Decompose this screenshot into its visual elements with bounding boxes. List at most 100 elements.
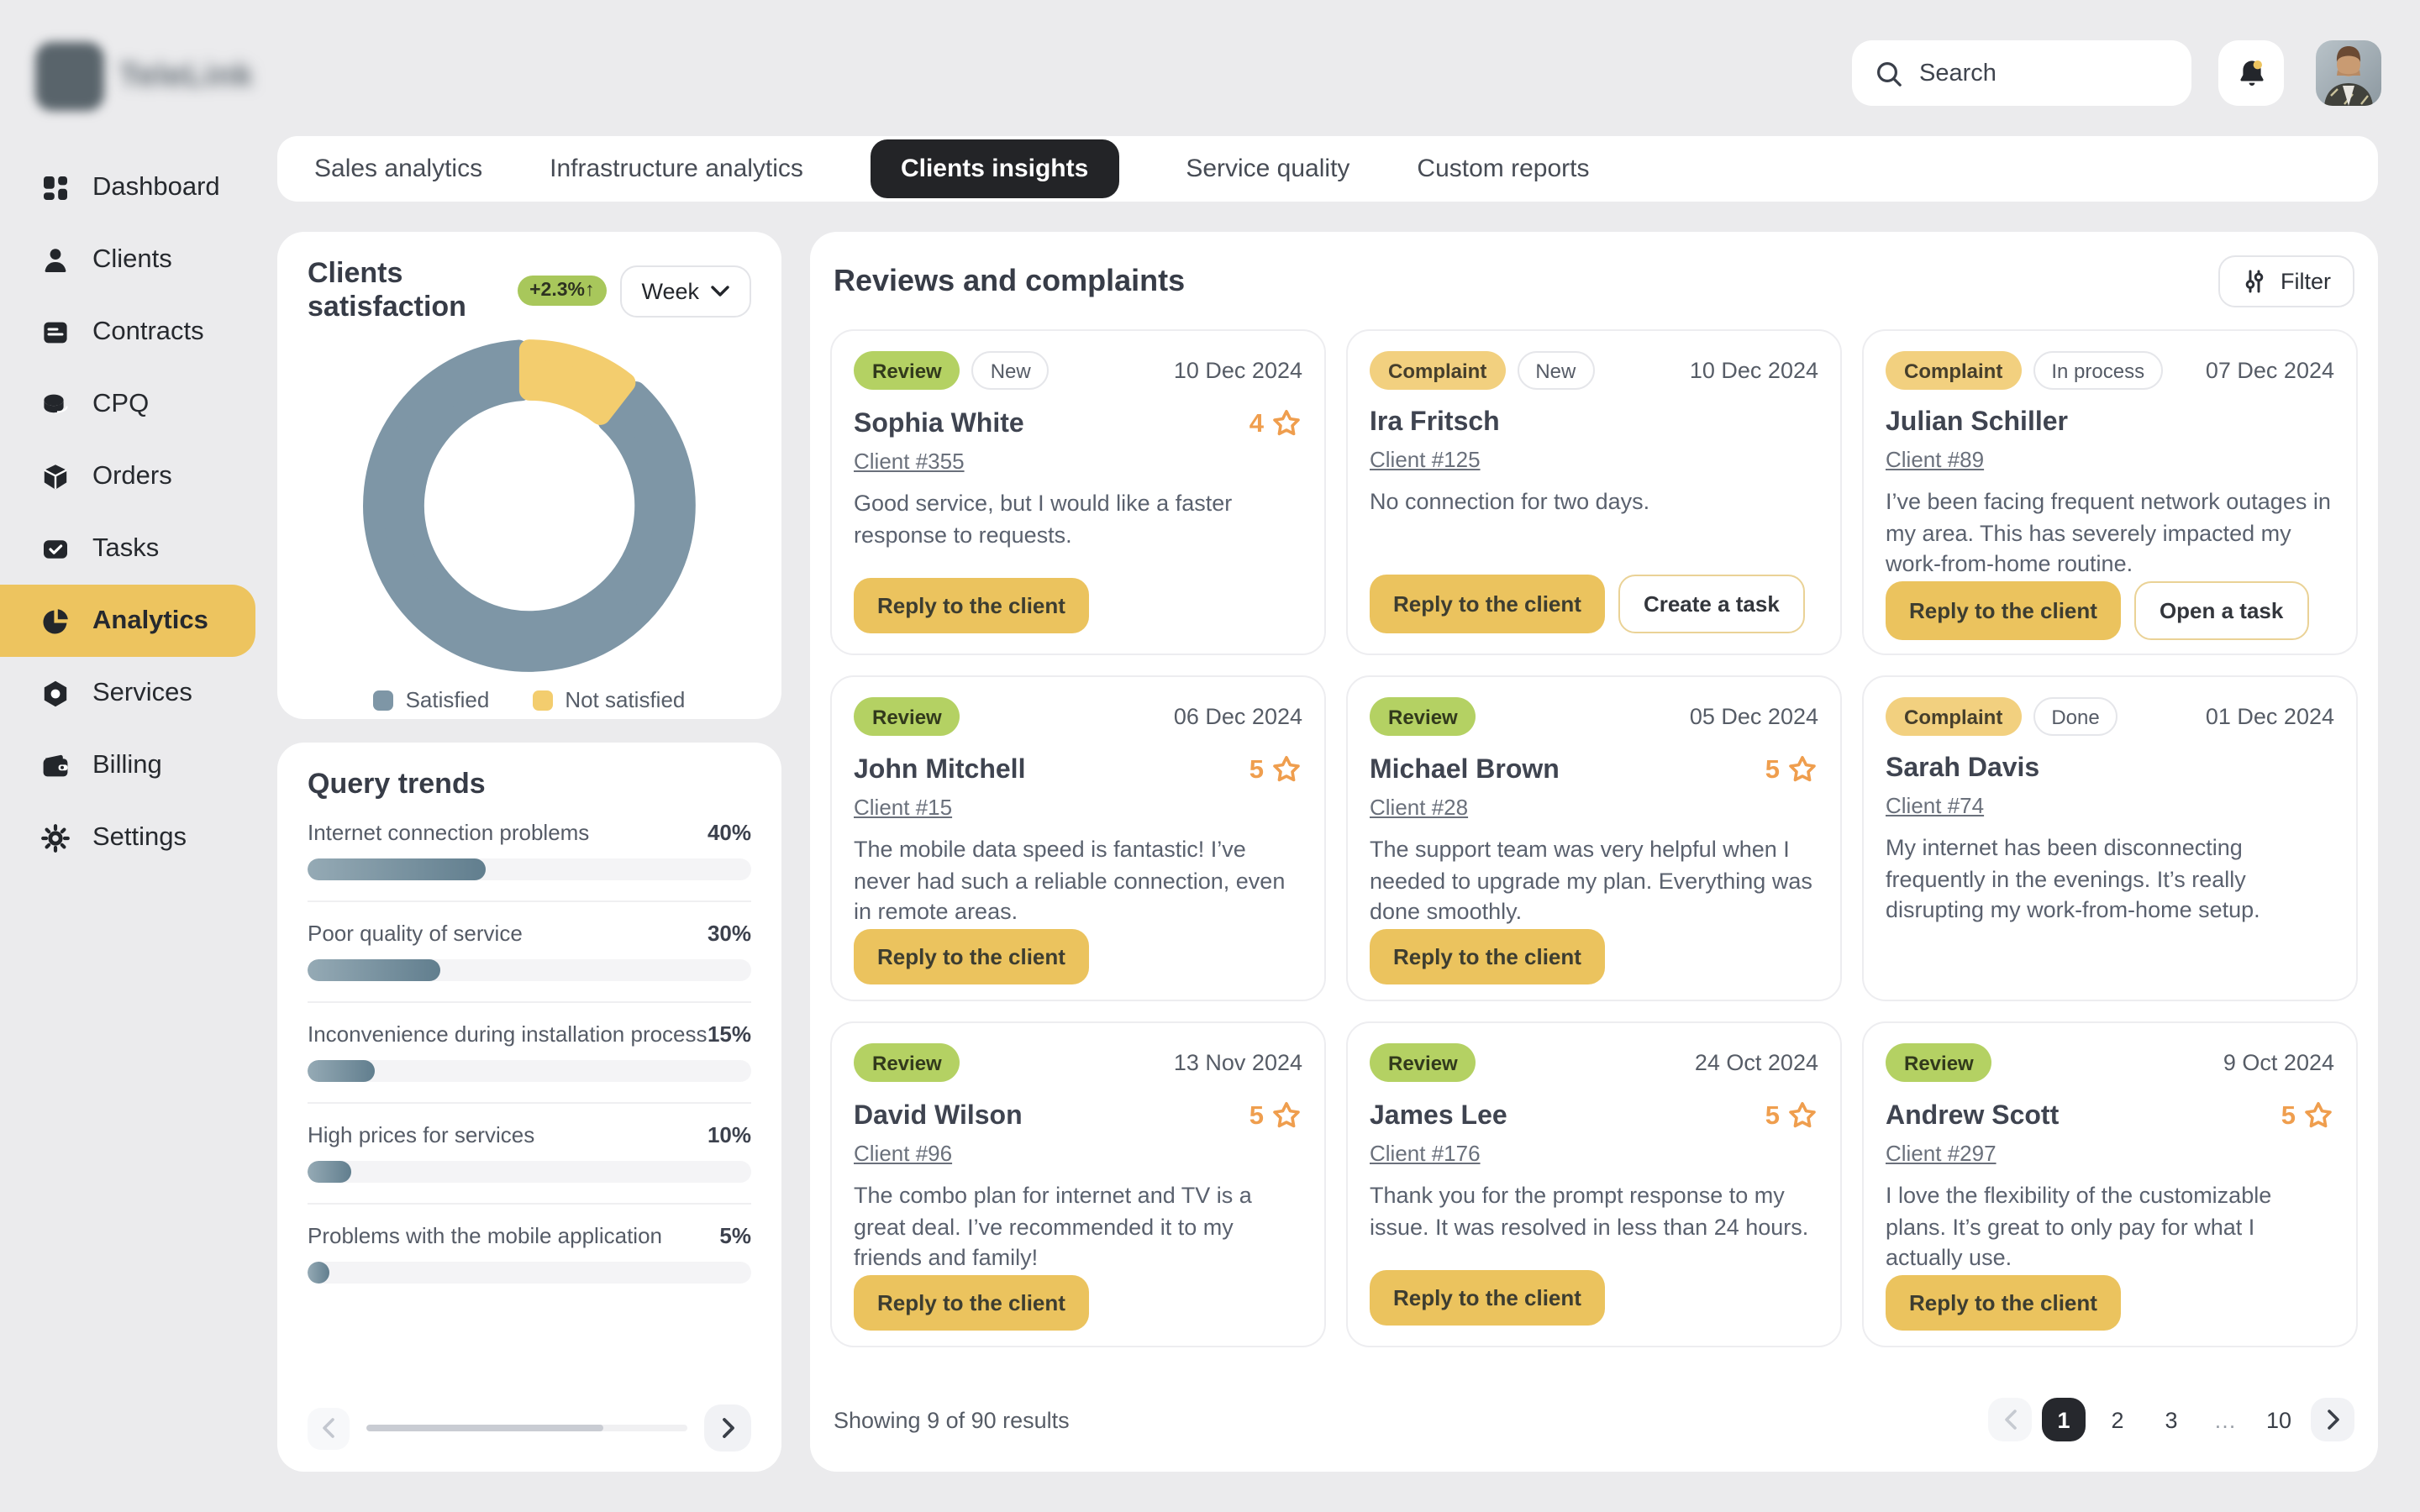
review-card: Complaint Done 01 Dec 2024 Sarah Davis Clien… xyxy=(1862,675,2358,1001)
review-text: The mobile data speed is fantastic! I’ve… xyxy=(854,837,1286,925)
reply-to-the-client-button[interactable]: Reply to the client xyxy=(1886,580,2121,640)
review-text: No connection for two days. xyxy=(1370,489,1650,514)
pagination-page-1[interactable]: 1 xyxy=(2042,1398,2086,1441)
trends-scrollbar-thumb[interactable] xyxy=(366,1425,604,1431)
trend-bar-track xyxy=(308,1060,751,1082)
client-name: David Wilson xyxy=(854,1101,1023,1130)
chevron-right-icon xyxy=(722,1418,734,1438)
star-icon xyxy=(1270,1100,1302,1132)
tab-infrastructure-analytics[interactable]: Infrastructure analytics xyxy=(550,155,803,183)
star-icon xyxy=(1270,408,1302,440)
coins-icon xyxy=(40,389,71,419)
trends-scrollbar-track[interactable] xyxy=(366,1425,687,1431)
tabs-bar: Sales analytics Infrastructure analytics C… xyxy=(277,136,2378,202)
rating-value: 4 xyxy=(1249,409,1264,438)
trend-percentage: 5% xyxy=(719,1223,751,1248)
client-id-link[interactable]: Client #96 xyxy=(854,1141,953,1166)
sidebar-item-cpq[interactable]: CPQ xyxy=(0,368,302,440)
reply-to-the-client-button[interactable]: Reply to the client xyxy=(1370,1270,1605,1326)
tab-clients-insights[interactable]: Clients insights xyxy=(870,139,1119,198)
donut-legend: Satisfied Not satisfied xyxy=(308,687,751,712)
sidebar-item-tasks[interactable]: Tasks xyxy=(0,512,302,585)
sidebar-item-billing[interactable]: Billing xyxy=(0,729,302,801)
review-text: I love the flexibility of the customizab… xyxy=(1886,1183,2272,1271)
period-dropdown[interactable]: Week xyxy=(619,265,751,317)
client-name: Sophia White xyxy=(854,409,1024,438)
card-actions: Reply to the client xyxy=(854,1274,1302,1331)
reviews-title: Reviews and complaints xyxy=(834,264,1186,297)
client-name: Ira Fritsch xyxy=(1370,408,1500,437)
search-input[interactable]: Search xyxy=(1852,40,2191,106)
review-card: Review New 10 Dec 2024 Sophia White 4 Clien… xyxy=(830,329,1326,655)
trend-bar-track xyxy=(308,1262,751,1284)
legend-swatch xyxy=(533,690,554,710)
client-id-link[interactable]: Client #28 xyxy=(1370,795,1469,820)
filter-button[interactable]: Filter xyxy=(2218,255,2354,307)
client-id-link[interactable]: Client #355 xyxy=(854,449,965,474)
sidebar-item-services[interactable]: Services xyxy=(0,657,302,729)
review-card: Review 06 Dec 2024 John Mitchell 5 Client … xyxy=(830,675,1326,1001)
notifications-button[interactable] xyxy=(2218,40,2284,106)
trends-scroll-left-button[interactable] xyxy=(308,1407,350,1449)
trend-bar-fill xyxy=(308,959,441,981)
review-text: Good service, but I would like a faster … xyxy=(854,491,1233,548)
trend-percentage: 40% xyxy=(707,820,751,845)
pie-icon xyxy=(40,606,71,636)
reply-to-the-client-button[interactable]: Reply to the client xyxy=(1886,1274,2121,1331)
avatar-photo xyxy=(2316,40,2381,106)
sidebar-item-settings[interactable]: Settings xyxy=(0,801,302,874)
sidebar-item-label: Analytics xyxy=(92,606,208,634)
tab-sales-analytics[interactable]: Sales analytics xyxy=(314,155,483,183)
tab-service-quality[interactable]: Service quality xyxy=(1186,155,1350,183)
card-actions: Reply to the client xyxy=(854,928,1302,984)
create-a-task-button[interactable]: Create a task xyxy=(1618,575,1805,633)
logo: TeleLink xyxy=(35,42,253,111)
sidebar-item-orders[interactable]: Orders xyxy=(0,440,302,512)
review-text: Thank you for the prompt response to my … xyxy=(1370,1183,1809,1240)
pagination: 1 2 3… 10 xyxy=(1988,1398,2354,1441)
donut-not-satisfied-segment xyxy=(518,339,636,425)
search-icon xyxy=(1877,61,1902,86)
reply-to-the-client-button[interactable]: Reply to the client xyxy=(854,578,1089,633)
sidebar-item-contracts[interactable]: Contracts xyxy=(0,296,302,368)
gear-icon xyxy=(40,822,71,853)
reply-to-the-client-button[interactable]: Reply to the client xyxy=(854,1274,1089,1331)
sidebar-item-label: Orders xyxy=(92,461,172,490)
reply-to-the-client-button[interactable]: Reply to the client xyxy=(1370,575,1605,633)
sidebar-item-clients[interactable]: Clients xyxy=(0,223,302,296)
trend-bar-fill xyxy=(308,1262,330,1284)
client-id-link[interactable]: Client #125 xyxy=(1370,447,1481,472)
trend-bar-track xyxy=(308,858,751,880)
card-type-badge: Complaint xyxy=(1370,351,1506,390)
card-actions: Reply to the client Create a task xyxy=(1370,575,1818,633)
trend-bar-fill xyxy=(308,1060,375,1082)
card-type-badge: Review xyxy=(854,697,960,736)
trends-scroll-right-button[interactable] xyxy=(704,1404,751,1452)
reply-to-the-client-button[interactable]: Reply to the client xyxy=(854,928,1089,984)
user-avatar[interactable] xyxy=(2316,40,2381,106)
trend-row: Problems with the mobile application 5% xyxy=(308,1205,751,1284)
open-a-task-button[interactable]: Open a task xyxy=(2133,580,2309,640)
contract-icon xyxy=(40,317,71,347)
pagination-prev-button[interactable] xyxy=(1988,1398,2032,1441)
sidebar-item-analytics[interactable]: Analytics xyxy=(0,585,255,657)
client-id-link[interactable]: Client #176 xyxy=(1370,1141,1481,1166)
rating-value: 5 xyxy=(1765,755,1780,784)
donut-satisfied-segment xyxy=(363,339,696,672)
client-id-link[interactable]: Client #89 xyxy=(1886,447,1985,472)
client-id-link[interactable]: Client #15 xyxy=(854,795,953,820)
review-cards-grid: Review New 10 Dec 2024 Sophia White 4 Clien… xyxy=(830,329,2358,1347)
pagination-page-10[interactable]: 10 xyxy=(2257,1398,2301,1441)
pagination-page-2[interactable]: 2 xyxy=(2096,1398,2139,1441)
reply-to-the-client-button[interactable]: Reply to the client xyxy=(1370,928,1605,984)
bell-icon xyxy=(2239,60,2263,85)
pagination-next-button[interactable] xyxy=(2311,1398,2354,1441)
sidebar-item-dashboard[interactable]: Dashboard xyxy=(0,151,302,223)
rating: 5 xyxy=(2281,1100,2334,1132)
client-id-link[interactable]: Client #297 xyxy=(1886,1141,1996,1166)
tab-custom-reports[interactable]: Custom reports xyxy=(1417,155,1590,183)
pagination-page-3[interactable]: 3 xyxy=(2149,1398,2193,1441)
client-id-link[interactable]: Client #74 xyxy=(1886,793,1985,818)
card-actions: Reply to the client xyxy=(1370,1270,1818,1326)
client-name: James Lee xyxy=(1370,1101,1507,1130)
